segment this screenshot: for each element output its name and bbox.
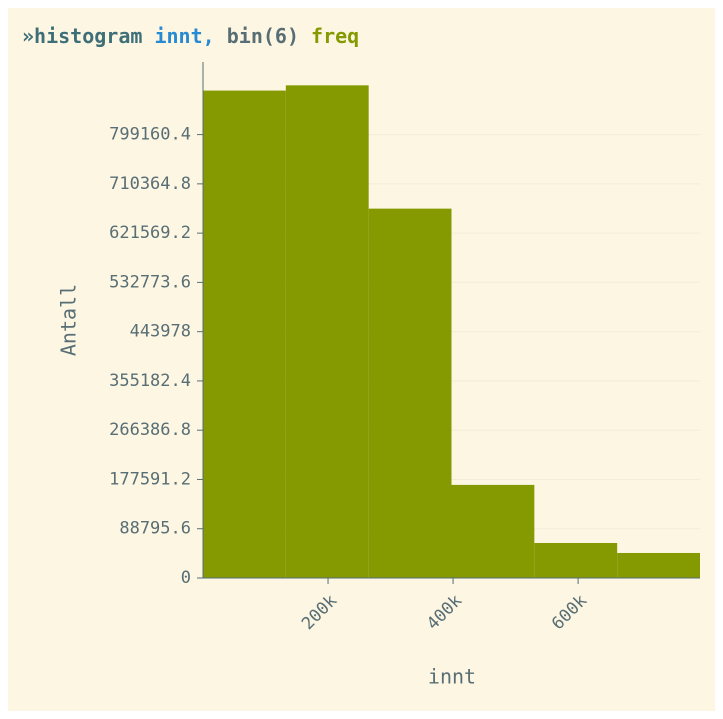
bar xyxy=(203,90,286,579)
chart-title: »histogram innt, bin(6) freq xyxy=(22,24,359,48)
x-tick-label: 200k xyxy=(298,591,341,634)
x-axis-label: innt xyxy=(428,665,476,689)
title-field: innt, xyxy=(154,24,215,48)
y-tick-label: 799160.4 xyxy=(109,125,191,145)
y-tick-label: 710364.8 xyxy=(109,174,191,194)
title-bins: bin(6) xyxy=(226,24,299,48)
y-tick-label: 0 xyxy=(181,568,191,588)
bar xyxy=(451,484,535,578)
y-tick-label: 177591.2 xyxy=(109,469,191,489)
bar xyxy=(285,85,369,578)
bar xyxy=(368,208,452,579)
bar xyxy=(617,552,700,578)
x-tick-label: 400k xyxy=(423,591,466,634)
title-command: »histogram xyxy=(22,24,143,48)
y-tick-label: 88795.6 xyxy=(119,519,191,539)
title-mode: freq xyxy=(311,24,360,48)
y-tick-label: 443978 xyxy=(130,322,191,342)
y-axis-label: Antall xyxy=(57,284,81,356)
y-tick-label: 621569.2 xyxy=(109,223,191,243)
x-tick-label: 600k xyxy=(548,591,591,634)
y-tick-label: 532773.6 xyxy=(109,272,191,292)
bar xyxy=(534,542,618,578)
y-tick-label: 266386.8 xyxy=(109,420,191,440)
y-tick-label: 355182.4 xyxy=(109,371,191,391)
